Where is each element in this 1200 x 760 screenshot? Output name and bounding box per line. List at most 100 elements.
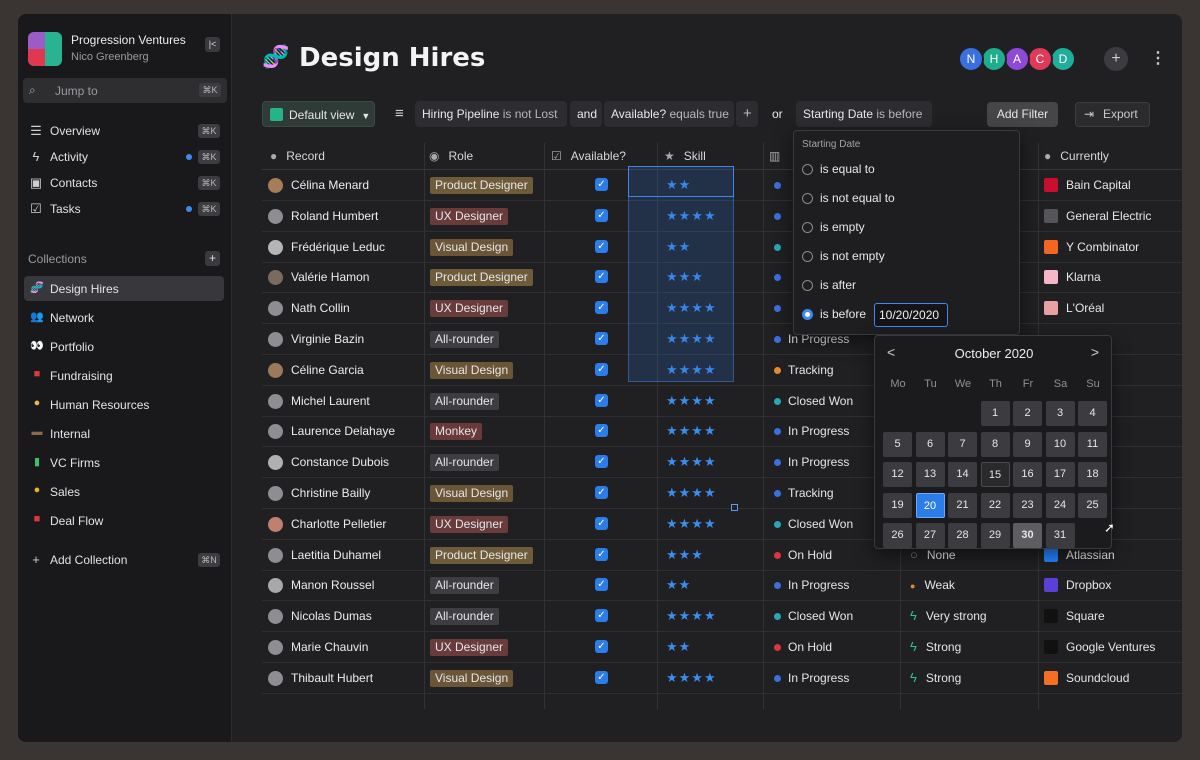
calendar-day[interactable]: 12 [883,462,912,487]
calendar-day[interactable]: 4 [1078,401,1107,426]
calendar-day[interactable]: 24 [1045,492,1075,518]
available-cell[interactable]: ✓ [545,355,657,385]
available-cell[interactable]: ✓ [545,293,657,323]
record-cell[interactable]: Célina Menard [262,170,422,200]
collection-deal-flow[interactable]: ■ Deal Flow [24,508,224,533]
selected-day[interactable]: 20 [915,492,945,518]
role-cell[interactable]: UX Designer [430,509,509,539]
record-cell[interactable]: Frédérique Leduc [262,232,422,262]
record-cell[interactable]: Virginie Bazin [262,324,422,354]
avatar[interactable]: C [1027,46,1053,72]
radio-icon[interactable] [802,164,813,175]
strength-cell[interactable]: ϟ Very strong [910,601,987,631]
company-cell[interactable]: General Electric [1044,201,1151,231]
export-button[interactable]: ⇥ Export [1075,102,1150,127]
calendar-day[interactable]: 9 [1013,431,1042,457]
company-cell[interactable]: Y Combinator [1044,232,1139,262]
calendar-day[interactable]: 13 [915,462,945,487]
selection-fill-handle[interactable] [731,504,738,511]
jump-to-search[interactable]: ⌕ Jump to ⌘K [23,78,227,103]
radio-selected-icon[interactable] [802,309,813,320]
operator-option[interactable]: is empty [802,217,865,237]
checkbox-checked-icon[interactable]: ✓ [595,486,608,499]
collection-sales[interactable]: ● Sales [24,479,224,504]
company-cell[interactable]: Klarna [1044,262,1101,292]
calendar-day[interactable]: 25 [1078,492,1107,518]
operator-option[interactable]: is equal to [802,159,875,179]
table-row[interactable]: Frédérique Leduc Visual Design ✓ ★★ Y Combin… [262,232,1182,263]
pipeline-cell[interactable]: In Progress [774,324,849,354]
role-cell[interactable]: All-rounder [430,386,499,416]
radio-icon[interactable] [802,193,813,204]
skill-rating[interactable]: ★★★★ [666,392,717,408]
role-cell[interactable]: Product Designer [430,170,533,200]
collection-fundraising[interactable]: ■ Fundraising [24,363,224,388]
strength-cell[interactable]: ● Weak [910,570,955,600]
role-cell[interactable]: UX Designer [430,293,509,323]
table-row[interactable]: Céline Garcia Visual Design ✓ ★★★★ Tracking [262,355,1182,386]
checkbox-checked-icon[interactable]: ✓ [595,455,608,469]
role-cell[interactable]: UX Designer [430,201,509,231]
available-cell[interactable]: ✓ [545,232,657,262]
header-currently[interactable]: ● Currently [1044,143,1109,169]
pipeline-cell[interactable]: Tracking [774,355,834,385]
calendar-day[interactable]: 6 [915,431,945,457]
record-cell[interactable]: Nath Collin [262,293,422,323]
calendar-day[interactable]: 16 [1013,462,1042,487]
table-row[interactable]: Valérie Hamon Product Designer ✓ ★★★ Klarna [262,262,1182,294]
company-cell[interactable]: Square [1044,601,1105,631]
company-cell[interactable]: Dropbox [1044,570,1111,600]
table-row[interactable]: Roland Humbert UX Designer ✓ ★★★★ General El… [262,201,1182,232]
table-row[interactable]: Michel Laurent All-rounder ✓ ★★★★ Closed Won [262,386,1182,417]
pipeline-cell[interactable]: In Progress [774,416,849,446]
available-cell[interactable]: ✓ [545,447,657,477]
available-cell[interactable]: ✓ [545,386,657,416]
header-role[interactable]: ◉ Role [429,143,473,169]
pipeline-cell[interactable]: On Hold [774,632,832,662]
radio-icon[interactable] [802,251,813,262]
available-cell[interactable]: ✓ [545,509,657,539]
view-selector[interactable]: Default view ▼ [262,101,375,127]
checkbox-checked-icon[interactable]: ✓ [595,270,608,284]
calendar-day[interactable]: 19 [883,492,912,518]
operator-option[interactable]: is not equal to [802,188,895,208]
calendar-day[interactable]: 10 [1045,431,1075,457]
sidebar-item-tasks[interactable]: ☑ Tasks ⌘K [24,196,226,222]
role-cell[interactable]: UX Designer [430,632,509,662]
add-filter-button[interactable]: Add Filter [987,102,1058,127]
sidebar-item-contacts[interactable]: ▣ Contacts ⌘K [24,170,226,196]
calendar-day[interactable]: 5 [883,431,912,457]
pipeline-cell[interactable]: Tracking [774,478,834,508]
workspace-switcher[interactable]: Progression Ventures Nico Greenberg |< [28,32,224,66]
table-row[interactable]: Nicolas Dumas All-rounder ✓ ★★★★ Closed Won ϟ… [262,601,1182,633]
calendar-day[interactable]: 18 [1078,462,1107,487]
avatar[interactable]: H [981,46,1007,72]
role-cell[interactable]: Visual Design [430,663,514,693]
calendar-day[interactable]: 1 [980,401,1010,426]
skill-rating[interactable]: ★★ [666,238,692,254]
record-cell[interactable]: Valérie Hamon [262,262,422,292]
record-cell[interactable]: Marie Chauvin [262,632,422,662]
company-cell[interactable]: L'Oréal [1044,293,1104,323]
company-cell[interactable]: Soundcloud [1044,663,1129,693]
calendar-day[interactable]: 11 [1078,431,1107,457]
collapse-sidebar-icon[interactable]: |< [205,37,220,52]
checkbox-checked-icon[interactable]: ✓ [595,178,608,191]
checkbox-checked-icon[interactable]: ✓ [595,547,608,561]
skill-rating[interactable]: ★★★★ [666,669,717,685]
filter-chip-available[interactable]: Available? equals true [604,101,734,127]
calendar-day[interactable]: 31 [1045,523,1075,548]
checkbox-checked-icon[interactable]: ✓ [595,424,608,438]
calendar-day[interactable]: 14 [948,462,977,487]
checkbox-checked-icon[interactable]: ✓ [595,609,608,623]
collection-vc-firms[interactable]: ▮ VC Firms [24,450,224,475]
skill-rating[interactable]: ★★ [666,577,692,593]
role-cell[interactable]: All-rounder [430,570,499,600]
record-cell[interactable]: Roland Humbert [262,201,422,231]
table-row[interactable]: Constance Dubois All-rounder ✓ ★★★★ In Progr… [262,447,1182,479]
checkbox-checked-icon[interactable]: ✓ [595,208,608,222]
calendar-day[interactable]: 23 [1013,492,1042,518]
radio-icon[interactable] [802,222,813,233]
collection-network[interactable]: 👥 Network [24,305,224,330]
